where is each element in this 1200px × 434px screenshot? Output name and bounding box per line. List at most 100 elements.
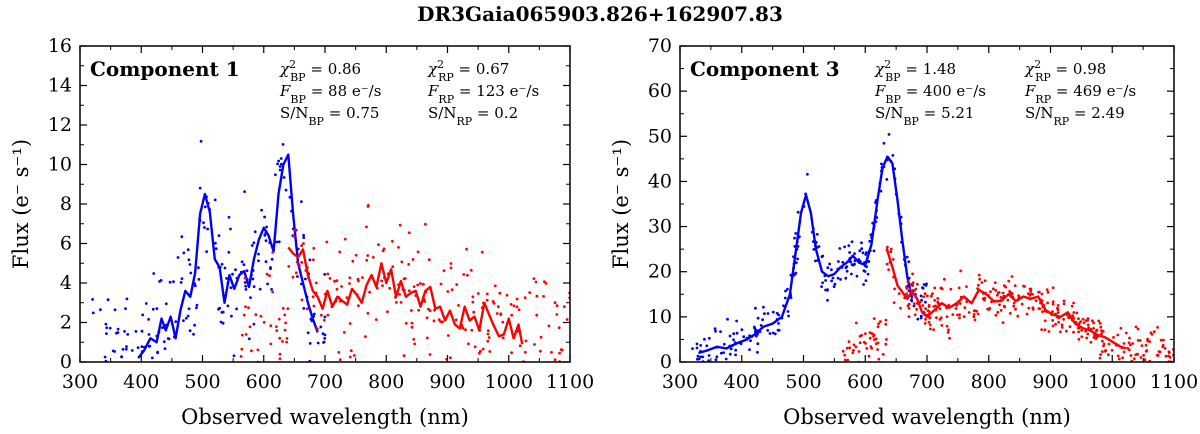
data-point [251,277,255,281]
data-point [766,329,770,332]
data-point [852,348,855,352]
data-point [916,282,919,286]
data-point [722,351,725,354]
data-point [486,329,490,332]
data-point [1081,317,1085,321]
data-point [232,354,236,358]
data-point [304,277,307,281]
data-point [936,300,940,304]
data-point [1014,307,1017,311]
data-point [471,300,475,304]
data-point [366,311,370,315]
data-point [752,325,756,329]
data-point [424,222,427,226]
data-point [924,318,927,321]
data-point [105,326,109,330]
data-point [121,347,125,351]
data-point [999,309,1003,312]
data-point [256,348,260,352]
data-point [186,248,190,252]
data-point [120,355,124,359]
data-point [259,314,263,318]
data-point [931,292,934,296]
data-point [991,287,995,291]
data-point [278,165,282,168]
data-point [278,168,282,172]
data-point [748,348,751,351]
data-point [1058,330,1062,334]
data-point [965,285,968,288]
data-point [1103,349,1107,353]
data-point [176,256,180,259]
data-point [905,255,909,259]
data-point [203,226,206,229]
data-point [229,227,232,231]
data-point [116,406,119,409]
data-point [862,283,865,286]
data-point [1051,324,1055,328]
data-point [465,247,468,251]
data-point [188,263,192,266]
data-point [814,259,817,263]
data-point [868,239,872,243]
data-point [498,403,501,406]
data-point [244,288,248,291]
data-point [1136,327,1140,331]
data-point [876,325,880,329]
data-point [715,355,719,359]
data-point [877,357,881,361]
data-point [926,294,929,298]
data-point [243,276,247,280]
data-point [1060,325,1064,329]
data-point [264,260,268,263]
data-point [910,298,913,302]
data-point [1102,342,1106,346]
stat-chi-rp: χ2 RP = 0.98 [1024,58,1106,84]
series-bp-line [698,155,914,355]
data-point [997,291,1001,294]
data-point [1082,321,1086,325]
data-point [312,246,316,250]
data-point [978,277,981,281]
data-point [155,307,159,310]
data-point [214,241,217,245]
data-point [794,232,798,235]
data-point [843,365,846,368]
data-point [283,388,286,391]
data-point [885,178,889,181]
data-point [486,339,490,343]
data-point [543,422,546,425]
data-point [1070,304,1074,308]
data-point [416,283,420,287]
data-point [866,367,869,370]
data-point [323,337,327,340]
data-point [141,313,145,317]
data-point [1072,301,1075,305]
data-point [300,298,304,302]
data-point [99,406,102,409]
data-point [921,286,924,289]
data-point [133,405,136,408]
data-point [1001,321,1005,324]
data-point [227,215,231,219]
data-point [1056,306,1059,310]
data-point [959,269,963,273]
data-point [270,288,273,291]
data-point [202,221,205,225]
data-point [905,292,908,296]
data-point [782,304,785,308]
data-point [467,342,470,346]
data-point [821,281,824,285]
stat-chi-bp: χ2 BP = 0.86 [279,58,361,84]
data-point [838,247,842,250]
data-point [1156,326,1159,329]
data-point [365,225,368,229]
data-point [125,297,129,301]
data-point [103,355,107,359]
data-point [357,304,360,308]
data-point [193,284,197,288]
data-point [325,240,329,244]
data-point [884,342,888,346]
data-point [766,312,770,315]
data-point [753,327,757,331]
